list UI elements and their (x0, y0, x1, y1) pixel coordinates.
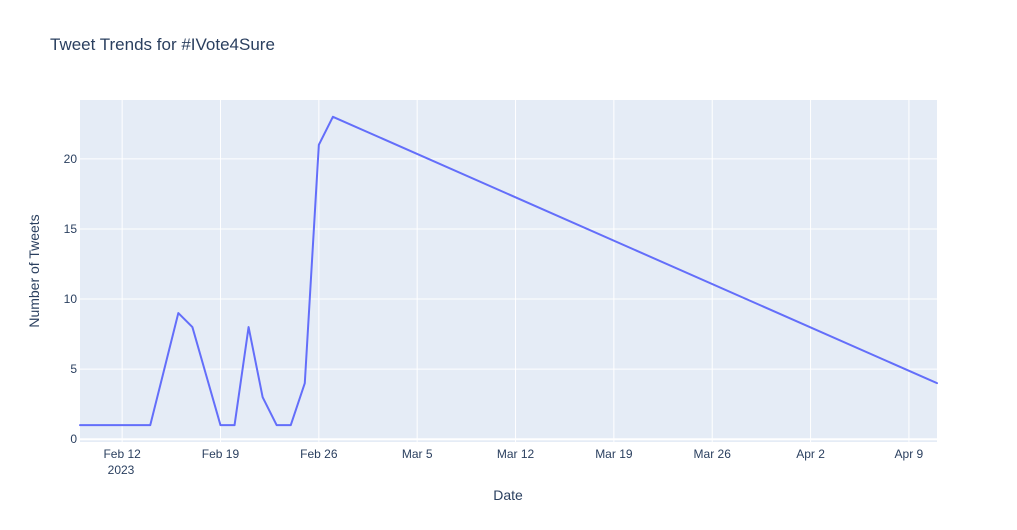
chart-title: Tweet Trends for #IVote4Sure (50, 35, 275, 54)
y-tick-label: 20 (64, 152, 78, 166)
y-tick-label: 5 (70, 362, 77, 376)
x-axis-title: Date (493, 487, 523, 503)
x-tick-label: Feb 26 (300, 447, 338, 461)
x-tick-label: Mar 12 (497, 447, 535, 461)
x-axis-ticks: Feb 12 Feb 19 Feb 26 Mar 5 Mar 12 Mar 19 Mar 2… (103, 447, 923, 461)
y-tick-label: 0 (70, 432, 77, 446)
y-gridlines (80, 158, 937, 441)
series-group (79, 115, 938, 427)
x-tick-label: Mar 19 (595, 447, 633, 461)
y-tick-label: 10 (64, 292, 78, 306)
y-axis-title: Number of Tweets (26, 214, 42, 327)
x-tick-label: Apr 9 (895, 447, 924, 461)
x-tick-label: Mar 5 (402, 447, 433, 461)
x-tick-label: Feb 12 (103, 447, 141, 461)
y-tick-label: 15 (64, 222, 78, 236)
y-axis-ticks: 0 5 10 15 20 (64, 152, 78, 446)
x-tick-label: Feb 19 (202, 447, 240, 461)
series-line-1 (79, 115, 938, 427)
x-tick-label: Apr 2 (796, 447, 825, 461)
x-axis-year-label: 2023 (108, 463, 135, 477)
x-tick-label: Mar 26 (694, 447, 732, 461)
plot-area (80, 100, 937, 442)
